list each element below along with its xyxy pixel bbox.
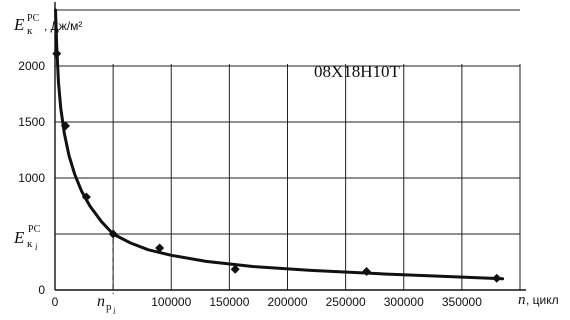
marked-y-label: E к i РС (13, 224, 41, 252)
marked-y-symbol: E (13, 228, 25, 247)
x-tick-label-6: 300000 (384, 295, 424, 309)
marked-x-subscript: р (106, 301, 112, 313)
y-axis-superscript: РС (27, 13, 40, 24)
marked-y-subscript: к (27, 238, 33, 250)
marked-x-sub-subscript: i (113, 306, 116, 316)
y-axis-unit: , Дж/м² (44, 19, 82, 33)
x-axis-symbol: n (518, 292, 526, 308)
x-tick-label-2: 100000 (151, 295, 191, 309)
data-point-7 (492, 273, 502, 283)
grid (55, 9, 521, 290)
y-tick-label-3: 1500 (18, 115, 45, 129)
x-axis-unit: , цикл (526, 293, 559, 307)
data-point-5 (230, 264, 240, 274)
marked-y-sub-subscript: i (35, 242, 38, 252)
data-point-1 (60, 121, 70, 131)
y-axis-subscript: к (27, 25, 33, 37)
x-tick-label-3: 150000 (209, 295, 249, 309)
x-tick-label-7: 350000 (442, 295, 482, 309)
data-point-3 (108, 229, 118, 239)
marked-x-label: n р i (97, 293, 116, 316)
tick-labels: 0 1000 1500 2000 0 100000 150000 200000 250000 30… (18, 59, 482, 309)
x-tick-label-0: 0 (52, 295, 59, 309)
axes (54, 2, 526, 291)
y-tick-label-2: 1000 (18, 171, 45, 185)
fit-curve-line (54, 8, 505, 281)
fit-curve (54, 8, 505, 281)
marked-x-symbol: n (97, 293, 105, 310)
marked-y-superscript: РС (28, 224, 41, 235)
data-point-2 (81, 192, 91, 202)
y-axis-symbol: E (13, 15, 25, 34)
material-annotation: 08Х18Н10Т (314, 62, 401, 81)
x-axis-label: n , цикл (518, 292, 559, 308)
y-axis-label: E к РС , Дж/м² (13, 13, 82, 37)
x-tick-label-4: 200000 (267, 295, 307, 309)
data-point-6 (362, 267, 372, 277)
guide-lines (55, 233, 114, 294)
data-points (52, 49, 502, 283)
x-tick-label-5: 250000 (326, 295, 366, 309)
data-point-0 (52, 49, 62, 59)
marked-point-guide (55, 233, 114, 294)
y-tick-label-0: 0 (38, 283, 45, 297)
data-point-4 (155, 243, 165, 253)
y-tick-label-4: 2000 (18, 59, 45, 73)
